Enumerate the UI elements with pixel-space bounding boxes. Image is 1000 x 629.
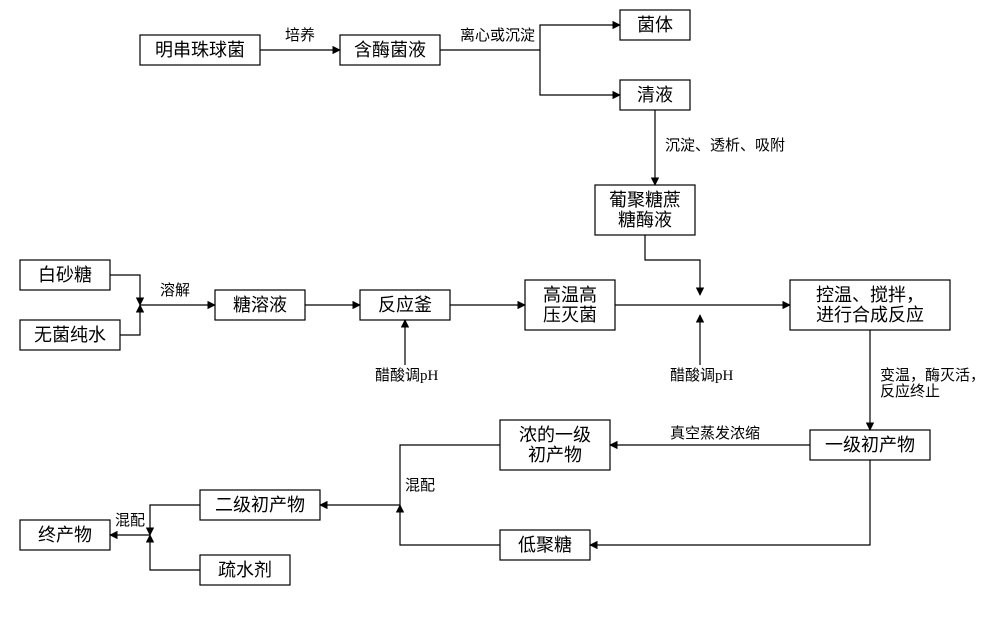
edge-label: 离心或沉淀	[460, 27, 535, 44]
node-label-n11: 进行合成反应	[816, 305, 924, 325]
node-label-n4: 清液	[637, 85, 673, 105]
edge-label: 反应终止	[880, 382, 940, 400]
edge	[645, 235, 700, 295]
edge	[120, 305, 140, 335]
node-label-n12: 一级初产物	[825, 435, 915, 455]
node-label-n6: 白砂糖	[38, 265, 92, 285]
node-label-n17: 终产物	[38, 525, 92, 545]
edge-label: 醋酸调pH	[670, 367, 734, 384]
node-label-n13: 初产物	[528, 445, 582, 465]
edge	[110, 275, 140, 305]
node-label-n2: 含酶菌液	[354, 40, 426, 60]
edge	[320, 445, 500, 505]
edge-label: 培养	[285, 27, 315, 44]
edge	[540, 50, 620, 95]
edge-label: 混配	[115, 512, 145, 529]
edge	[400, 505, 500, 545]
edge-label: 混配	[405, 477, 435, 494]
node-label-n14: 低聚糖	[518, 535, 572, 555]
edge-label: 变温，酶灭活，	[880, 367, 985, 384]
edge	[150, 505, 200, 535]
node-label-n16: 疏水剂	[218, 560, 272, 580]
node-label-n8: 糖溶液	[233, 295, 287, 315]
edge-label: 真空蒸发浓缩	[670, 424, 760, 442]
node-label-n7: 无菌纯水	[34, 325, 106, 345]
node-label-n5: 糖酶液	[618, 210, 672, 230]
node-label-n11: 控温、搅拌，	[816, 285, 924, 305]
edge-label: 溶解	[160, 282, 190, 299]
edge-label: 醋酸调pH	[375, 367, 439, 384]
node-label-n5: 葡聚糖蔗	[609, 190, 681, 210]
node-label-n3: 菌体	[637, 15, 673, 35]
node-label-n1: 明串珠球菌	[155, 40, 245, 60]
node-label-n10: 高温高	[543, 285, 597, 305]
node-label-n9: 反应釜	[378, 295, 432, 315]
edge	[590, 460, 870, 545]
node-label-n15: 二级初产物	[215, 495, 305, 515]
node-label-n10: 压灭菌	[543, 305, 597, 325]
edge	[150, 535, 200, 570]
node-label-n13: 浓的一级	[519, 425, 591, 445]
edge-label: 沉淀、透析、吸附	[665, 137, 785, 154]
